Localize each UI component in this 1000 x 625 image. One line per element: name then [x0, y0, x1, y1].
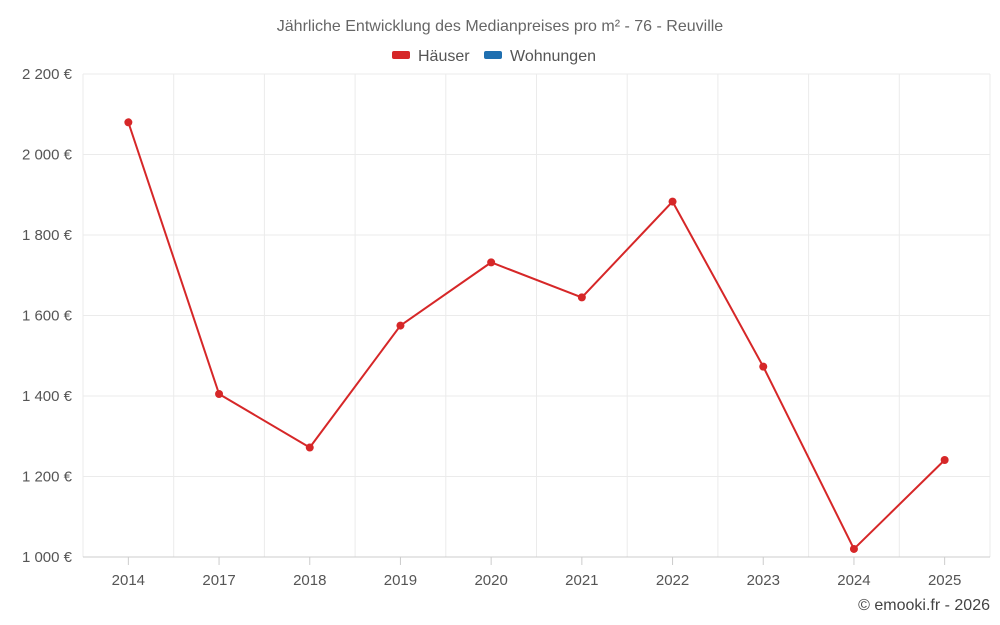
- data-point[interactable]: [124, 118, 133, 127]
- y-tick-label: 2 000 €: [22, 147, 73, 164]
- x-tick-label: 2019: [384, 572, 417, 589]
- data-point[interactable]: [849, 544, 858, 553]
- legend-label-haeuser: Häuser: [418, 48, 470, 65]
- x-tick-label: 2024: [837, 572, 870, 589]
- data-point[interactable]: [759, 362, 768, 371]
- data-point[interactable]: [668, 197, 677, 206]
- y-tick-label: 1 600 €: [22, 308, 73, 325]
- x-tick-label: 2021: [565, 572, 598, 589]
- chart-title: Jährliche Entwicklung des Medianpreises …: [277, 18, 724, 35]
- legend-swatch-haeuser: [392, 51, 410, 59]
- x-axis: 2014 2017 2018 2019 2020 2021 2022 2023 2024 2025: [83, 556, 990, 589]
- series-line: [127, 121, 946, 550]
- y-tick-label: 1 800 €: [22, 227, 73, 244]
- x-tick-label: 2023: [747, 572, 780, 589]
- legend-label-wohnungen: Wohnungen: [510, 48, 596, 65]
- y-axis: 1 000 € 1 200 € 1 400 € 1 600 € 1 800 € 2 000…: [22, 66, 73, 566]
- legend-swatch-wohnungen: [484, 51, 502, 59]
- x-tick-label: 2014: [112, 572, 145, 589]
- x-tick-label: 2017: [202, 572, 235, 589]
- series-haeuser: [124, 118, 949, 553]
- data-point[interactable]: [577, 293, 586, 302]
- data-point[interactable]: [396, 321, 405, 330]
- x-tick-label: 2018: [293, 572, 326, 589]
- y-tick-label: 2 200 €: [22, 66, 73, 83]
- grid: [82, 73, 991, 558]
- x-tick-label: 2022: [656, 572, 689, 589]
- y-tick-label: 1 400 €: [22, 388, 73, 405]
- legend-item-haeuser[interactable]: Häuser: [392, 48, 470, 65]
- legend: Häuser Wohnungen: [392, 48, 596, 65]
- legend-item-wohnungen[interactable]: Wohnungen: [484, 48, 596, 65]
- credit-text: © emooki.fr - 2026: [858, 597, 990, 614]
- x-tick-label: 2025: [928, 572, 961, 589]
- data-point[interactable]: [940, 455, 949, 464]
- data-point[interactable]: [305, 443, 314, 452]
- x-tick-label: 2020: [474, 572, 507, 589]
- data-point[interactable]: [487, 258, 496, 267]
- y-tick-label: 1 000 €: [22, 549, 73, 566]
- data-point[interactable]: [215, 389, 224, 398]
- y-tick-label: 1 200 €: [22, 469, 73, 486]
